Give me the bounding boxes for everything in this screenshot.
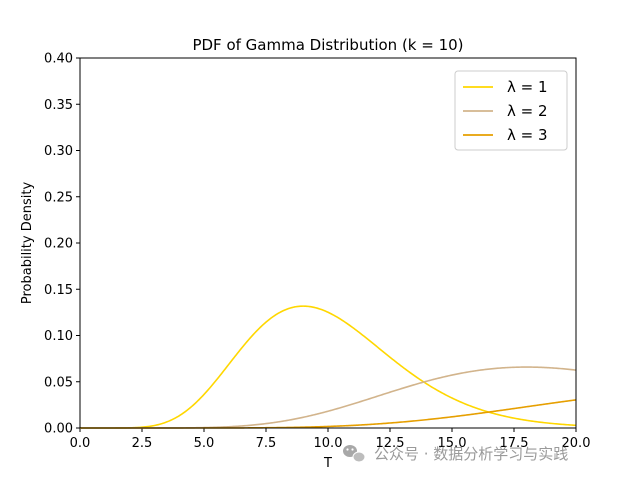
y-axis-ticks: 0.00 0.05 0.10 0.15 0.20 0.25 0.30 0.35 0.40 (44, 52, 80, 437)
x-tick-label: 15.0 (438, 436, 467, 451)
legend-label-1: λ = 1 (507, 78, 548, 96)
y-tick-label: 0.00 (44, 422, 73, 437)
x-tick-label: 12.5 (376, 436, 405, 451)
x-axis-ticks: 0.0 2.5 5.0 7.5 10.0 12.5 15.0 17.5 20.0 (70, 428, 591, 451)
legend-label-3: λ = 3 (507, 126, 548, 144)
x-tick-label: 7.5 (256, 436, 277, 451)
wechat-icon (343, 445, 366, 463)
x-tick-label: 20.0 (562, 436, 591, 451)
legend: λ = 1 λ = 2 λ = 3 (454, 70, 568, 151)
plot-frame (79, 57, 577, 429)
y-tick-label: 0.20 (44, 237, 73, 252)
y-axis-label: Probability Density (20, 182, 35, 305)
x-tick-label: 2.5 (132, 436, 153, 451)
chart-title: PDF of Gamma Distribution (k = 10) (192, 36, 463, 54)
legend-frame (454, 70, 568, 151)
y-tick-label: 0.35 (44, 98, 73, 113)
watermark-text: 公众号 · 数据分析学习与实践 (374, 445, 568, 463)
series-line-1 (80, 305, 577, 429)
x-tick-label: 0.0 (70, 436, 91, 451)
y-tick-label: 0.25 (44, 190, 73, 205)
x-tick-label: 17.5 (500, 436, 529, 451)
x-axis-label: T (323, 456, 332, 471)
y-tick-label: 0.40 (44, 52, 73, 67)
legend-label-2: λ = 2 (507, 102, 548, 120)
y-tick-label: 0.30 (44, 144, 73, 159)
watermark: 公众号 · 数据分析学习与实践 (343, 445, 568, 463)
y-tick-label: 0.15 (44, 283, 73, 298)
x-tick-label: 5.0 (194, 436, 215, 451)
y-tick-label: 0.05 (44, 375, 73, 390)
y-tick-label: 0.10 (44, 329, 73, 344)
x-tick-label: 10.0 (314, 436, 343, 451)
